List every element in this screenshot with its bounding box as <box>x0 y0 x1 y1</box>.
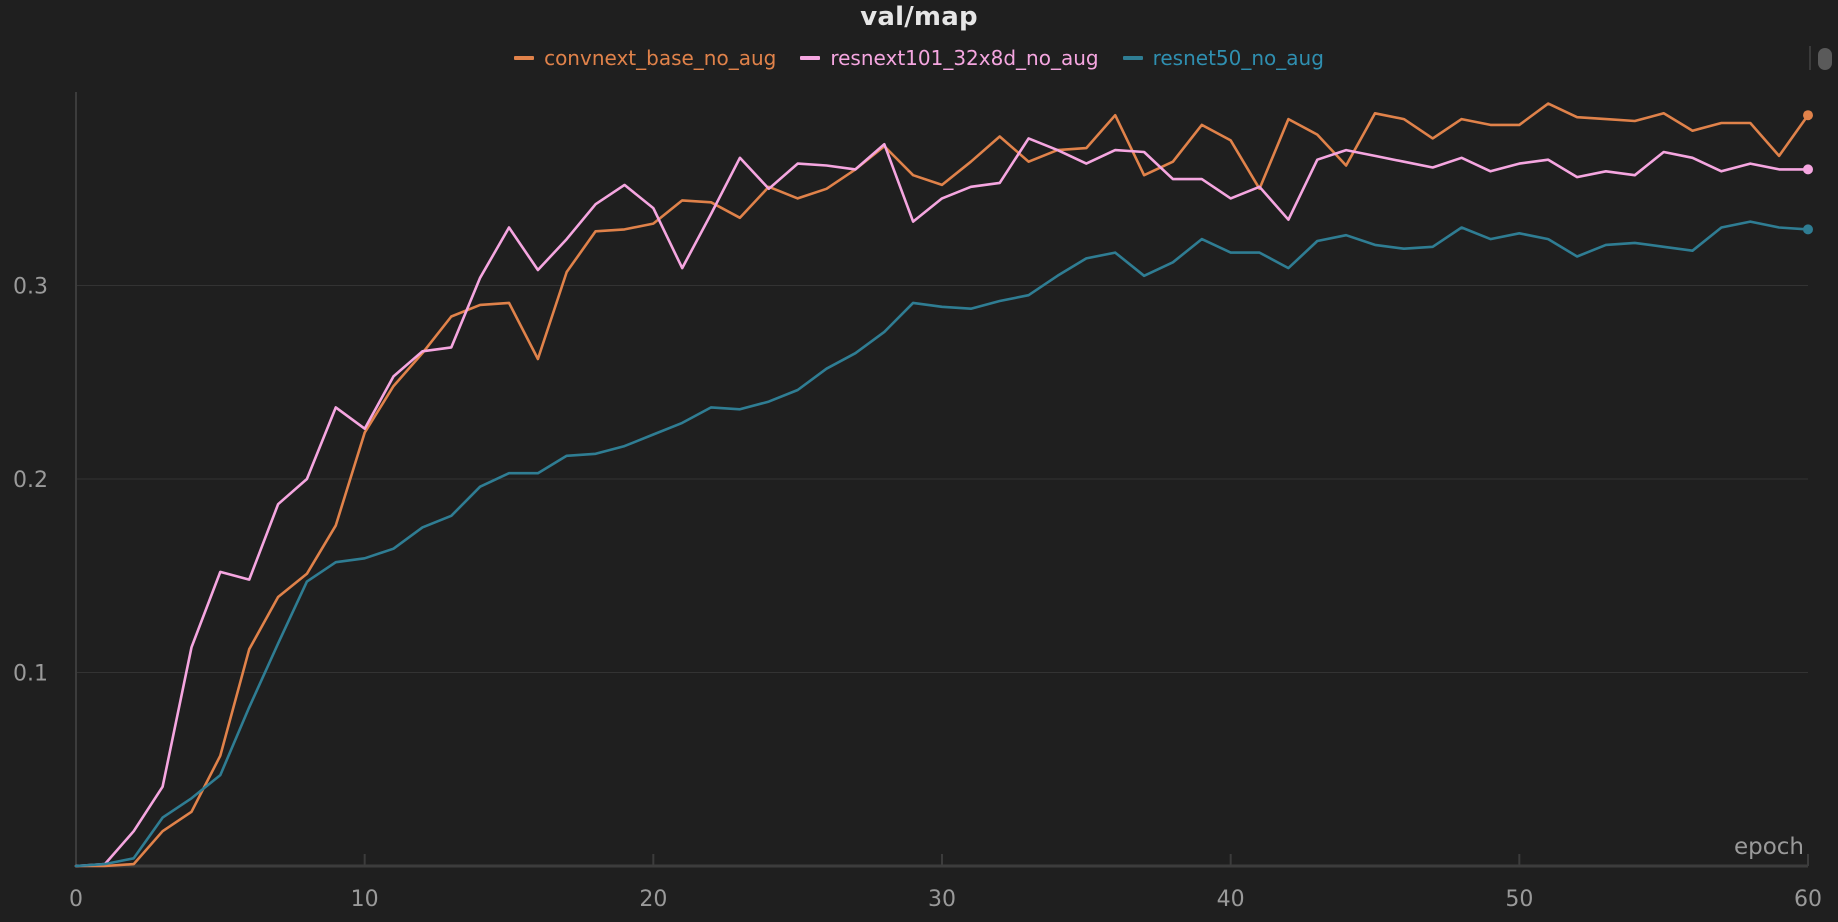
x-tick-label: 30 <box>928 887 956 912</box>
x-axis-title: epoch <box>1734 834 1804 860</box>
x-tick-label: 50 <box>1505 887 1533 912</box>
legend-swatch-resnext101 <box>800 56 821 60</box>
series-end-marker <box>1803 110 1813 121</box>
legend-swatch-resnet50 <box>1122 56 1143 60</box>
legend-scroll-handle[interactable] <box>1818 48 1832 70</box>
legend-label-resnext101: resnext101_32x8d_no_aug <box>830 46 1099 70</box>
series-line-resnet50[interactable] <box>74 220 1810 868</box>
tick-labels: 0.1 0.2 0.3 0 10 20 30 40 50 60 <box>13 275 1822 913</box>
legend-item-resnext101[interactable]: resnext101_32x8d_no_aug <box>800 46 1099 70</box>
series-end-marker <box>1803 224 1813 235</box>
chart-title: val/map <box>860 2 978 32</box>
legend-scroll-track <box>1809 46 1811 70</box>
axes <box>75 92 1809 868</box>
x-tick-label: 10 <box>351 887 379 912</box>
legend-label-resnet50: resnet50_no_aug <box>1152 46 1324 70</box>
grid-lines <box>76 285 1808 673</box>
legend-item-resnet50[interactable]: resnet50_no_aug <box>1122 46 1324 70</box>
legend: convnext_base_no_aug resnext101_32x8d_no… <box>0 46 1838 70</box>
y-tick-label: 0.2 <box>13 468 48 493</box>
x-tick-label: 40 <box>1217 887 1245 912</box>
legend-item-convnext[interactable]: convnext_base_no_aug <box>514 46 776 70</box>
y-tick-label: 0.1 <box>13 662 48 687</box>
series-end-marker <box>1803 164 1813 175</box>
x-tick-label: 0 <box>69 887 83 912</box>
series-line-resnext101[interactable] <box>74 137 1810 868</box>
legend-swatch-convnext <box>514 56 535 60</box>
series-lines <box>74 102 1813 868</box>
series-line-convnext[interactable] <box>74 102 1810 868</box>
y-tick-label: 0.3 <box>13 275 48 300</box>
x-tick-label: 20 <box>639 887 667 912</box>
legend-label-convnext: convnext_base_no_aug <box>544 46 777 70</box>
x-tick-label: 60 <box>1794 887 1822 912</box>
